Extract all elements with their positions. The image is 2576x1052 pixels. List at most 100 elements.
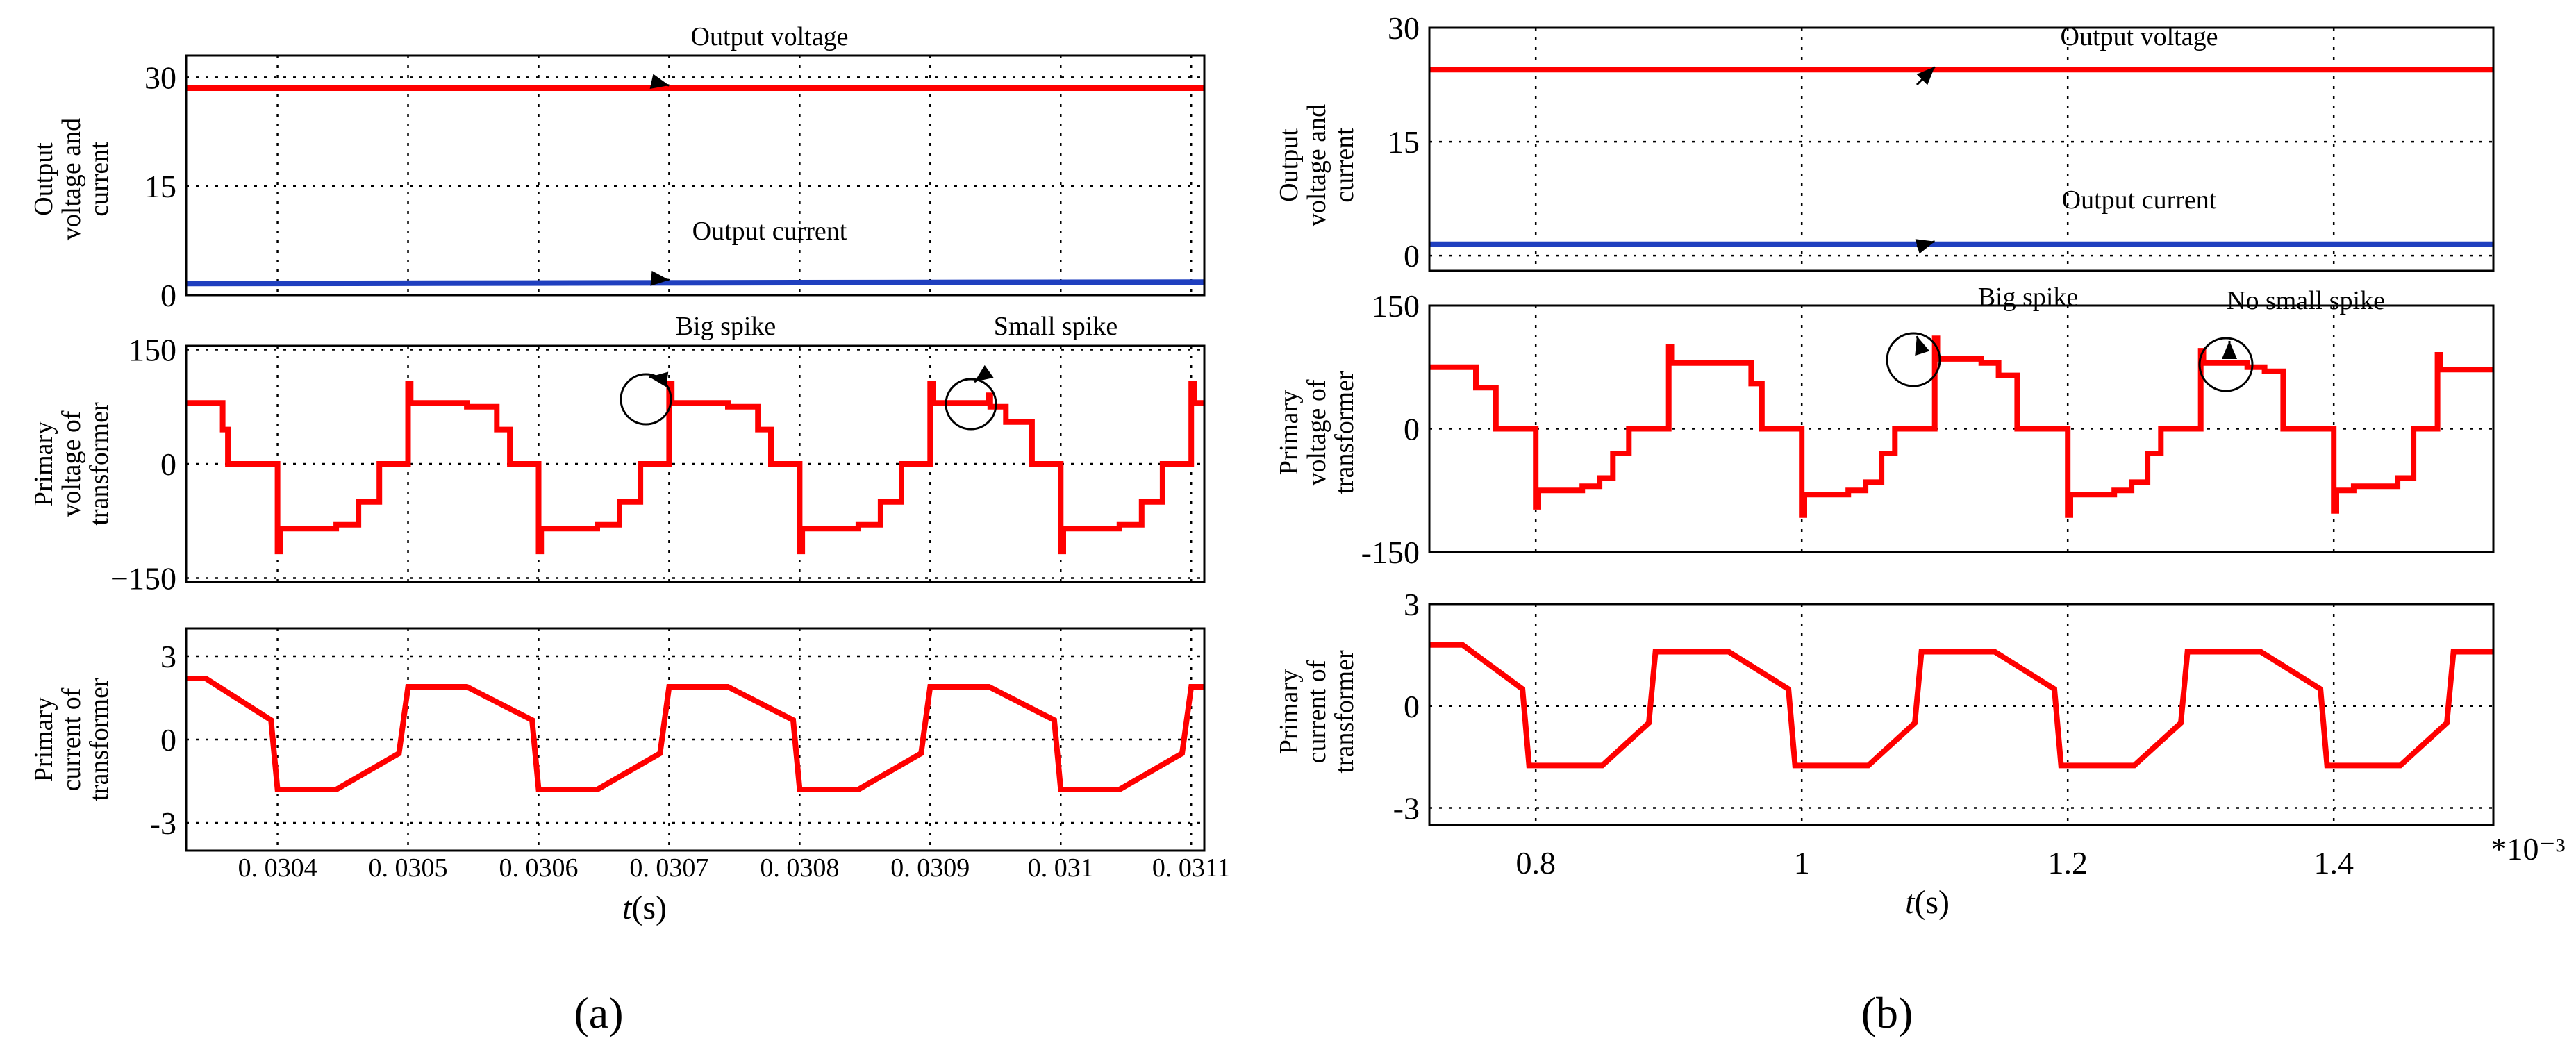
chart-b-panel-1-ytick-label: -150: [1361, 535, 1420, 570]
chart-a-panel-2-frame: [185, 627, 1206, 852]
caption-a-text: (a): [574, 988, 623, 1037]
chart-a-panel-0-annotation-arrowhead-1: [650, 270, 670, 286]
chart-b-panel-primary-voltage: Primary voltage of transformer -150 0 150 B…: [1274, 283, 2495, 570]
chart-b-panel-primary-voltage-ylabel-1: Primary: [1274, 390, 1304, 475]
chart-a-panel-output-ylabel-3: current: [85, 142, 114, 217]
chart-a-panel-primary-voltage-ylabel-3: transformer: [85, 402, 114, 526]
chart-b-panel-0-annotation-label-1: Output current: [2062, 185, 2217, 215]
chart-a-panel-primary-current-ylabel-3: transformer: [85, 678, 114, 801]
chart-b-panel-output-ylabel-2: voltage and: [1302, 104, 1331, 226]
chart-b-xlabel-unit: (s): [1914, 884, 1950, 921]
caption-b: (b): [1861, 988, 1913, 1037]
chart-b-xtick-label: 1: [1794, 845, 1810, 880]
chart-a-panel-0-ytick-label: 30: [144, 60, 176, 95]
chart-b-panel-0-ytick-label: 0: [1404, 238, 1420, 274]
chart-b-xlabel: t(s): [1905, 884, 1950, 921]
chart-b-panel-primary-voltage-ylabel-2: voltage of: [1302, 379, 1331, 485]
chart-a-xtick-label: 0. 031: [1028, 853, 1094, 883]
chart-a-panel-primary-voltage: Primary voltage of transformer −150 0 150 B…: [29, 312, 1206, 596]
chart-b-panel-2-ytick-label: 0: [1404, 689, 1420, 724]
chart-a-panel-1-ytick-label: 150: [128, 332, 176, 367]
chart-b-xtick-label: 1.2: [2047, 845, 2088, 880]
caption-a: (a): [574, 988, 623, 1037]
chart-b-panel-1-annotation-circle-0: [1886, 332, 1941, 387]
chart-b-panel-2-series-primary-current: [1429, 642, 2493, 769]
chart-a-panel-primary-voltage-ylabel-1: Primary: [29, 421, 58, 506]
chart-a-panel-output-ylabel-2: voltage and: [57, 118, 86, 240]
chart-a-panel-1-ytick-label: 0: [160, 446, 176, 482]
chart-b-panel-0-annotation-arrowhead-0: [1916, 67, 1935, 85]
chart-b-panel-output-ylabel-3: current: [1330, 128, 1359, 203]
chart-a-panel-output-ylabel-1: Output: [29, 142, 58, 216]
chart-a-xtick-label: 0. 0307: [629, 853, 708, 883]
chart-b-panel-2-frame: [1428, 603, 2495, 826]
chart-b-panel-primary-current-ylabel-3: transformer: [1330, 650, 1359, 774]
chart-a-panel-1-ytick-label: −150: [110, 561, 176, 596]
chart-a-panel-1-annotation-arrowhead-1: [974, 365, 994, 382]
chart-a-panel-primary-voltage-ylabel-2: voltage of: [57, 410, 86, 517]
chart-b-panel-1-ytick-label: 0: [1404, 412, 1420, 447]
chart-b-xlabel-var: t: [1905, 884, 1916, 921]
chart-a-panel-2-ytick-label: -3: [150, 805, 176, 841]
chart-b-panel-1-annotation-label-1: No small spike: [2227, 286, 2385, 315]
chart-a-panel-primary-current-ylabel-1: Primary: [29, 697, 58, 782]
chart-b-panel-0-annotation-arrowhead-1: [1915, 239, 1935, 254]
chart-b-panel-primary-current-ylabel-1: Primary: [1274, 669, 1304, 754]
chart-a-panel-1-series-primary-voltage: [186, 381, 1204, 555]
chart-b-panel-0-frame: [1428, 26, 2495, 272]
chart-a-xtick-label: 0. 0311: [1152, 853, 1231, 883]
chart-a: Output voltage and current 0 15 30 Output v…: [29, 22, 1231, 1037]
chart-a-panel-1-annotation-label-0: Big spike: [676, 312, 776, 341]
chart-a-panel-0-frame: [185, 54, 1206, 297]
chart-b-panel-1-annotation-label-0: Big spike: [1978, 283, 2079, 312]
chart-b-x-exponent: *10⁻³: [2491, 831, 2565, 867]
chart-a-panel-2-ytick-label: 0: [160, 722, 176, 758]
chart-a-panel-0-ytick-label: 0: [160, 278, 176, 313]
chart-b-panel-1-annotation-arrowhead-0: [1915, 336, 1930, 356]
chart-a-panel-0-annotation-label-0: Output voltage: [691, 22, 849, 51]
chart-a-panel-0-ytick-label: 15: [144, 169, 176, 204]
chart-a-panel-2-series-primary-current: [186, 676, 1204, 792]
chart-b-panel-0-annotation-label-0: Output voltage: [2061, 22, 2218, 51]
chart-a-xlabel: t(s): [622, 890, 667, 926]
chart-a-xtick-label: 0. 0308: [760, 853, 839, 883]
chart-b-panel-1-series-primary-voltage: [1429, 335, 2493, 518]
chart-a-panel-0-annotation-label-1: Output current: [692, 217, 847, 246]
chart-a-panel-primary-current: Primary current of transformer -3 0 3: [29, 627, 1206, 852]
chart-a-panel-0-annotation-arrowhead-0: [649, 74, 670, 90]
chart-b-panel-output: Output voltage and current 0 15 30 Output v…: [1274, 10, 2495, 274]
chart-a-xlabel-unit: (s): [631, 890, 667, 926]
chart-b-panel-1-annotation-circle-1: [2198, 337, 2254, 392]
chart-b-panel-primary-current-ylabel-2: current of: [1302, 660, 1331, 763]
chart-a-panel-1-annotation-circle-1: [945, 378, 997, 431]
chart-b-xtick-label: 0.8: [1515, 845, 1556, 880]
chart-a-xtick-label: 0. 0304: [238, 853, 317, 883]
chart-a-panel-output: Output voltage and current 0 15 30 Output v…: [29, 22, 1206, 313]
chart-a-panel-0-series-output-current: [185, 279, 1205, 287]
caption-b-text: (b): [1861, 988, 1913, 1037]
chart-b-panel-1-ytick-label: 150: [1372, 288, 1420, 324]
chart-a-xtick-label: 0. 0306: [499, 853, 578, 883]
chart-a-xtick-label: 0. 0305: [369, 853, 448, 883]
chart-a-xlabel-var: t: [622, 890, 633, 926]
chart-a-panel-1-annotation-label-1: Small spike: [994, 312, 1117, 341]
chart-a-panel-1-annotation-circle-0: [620, 373, 672, 426]
chart-b-panel-output-ylabel-1: Output: [1274, 128, 1304, 202]
chart-b-panel-0-ytick-label: 15: [1388, 124, 1420, 160]
chart-a-panel-1-frame: [185, 344, 1206, 583]
chart-b-panel-1-frame: [1428, 304, 2495, 553]
chart-a-xtick-label: 0. 0309: [890, 853, 970, 883]
chart-a-x-axis: 0. 0304 0. 0305 0. 0306 0. 0307 0. 0308 0. 03…: [238, 853, 1231, 883]
chart-b-x-axis: 0.8 1 1.2 1.4 *10⁻³: [1515, 831, 2565, 880]
chart-b-xtick-label: 1.4: [2313, 845, 2354, 880]
chart-b-panel-2-ytick-label: 3: [1404, 587, 1420, 622]
chart-a-panel-1-annotation-arrowhead-0: [649, 371, 669, 387]
chart-b-panel-2-ytick-label: -3: [1393, 791, 1420, 826]
chart-b-panel-primary-current: Primary current of transformer -3 0 3: [1274, 587, 2495, 826]
chart-a-panel-primary-current-ylabel-2: current of: [57, 687, 86, 791]
chart-b-panel-1-annotation-arrowhead-1: [2222, 341, 2237, 359]
chart-b-panel-0-ytick-label: 30: [1388, 10, 1420, 46]
chart-b-panel-primary-voltage-ylabel-3: transformer: [1330, 371, 1359, 494]
